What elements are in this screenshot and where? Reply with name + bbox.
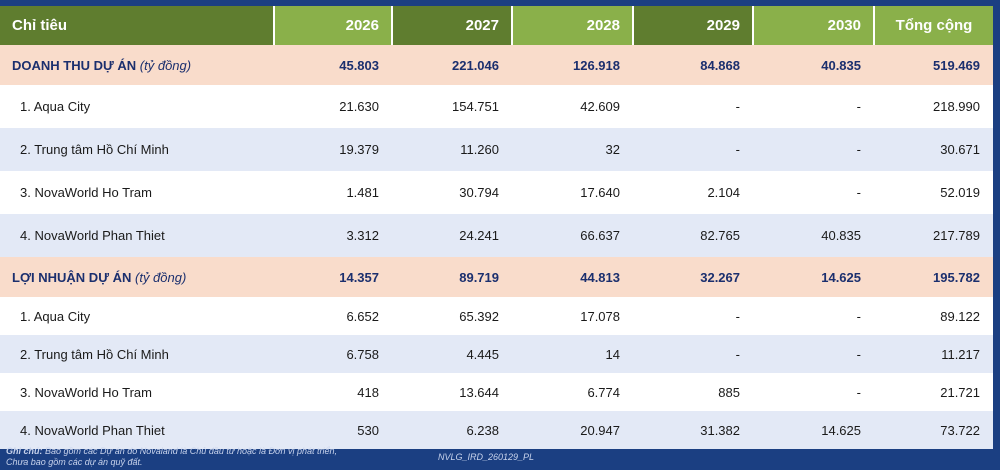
footnote-label: Ghi chú: [6,446,43,456]
header-2030: 2030 [753,6,875,45]
footnote: Ghi chú: Bao gồm các Dự án do Novaland l… [6,446,337,468]
cell: 6.652 [274,297,392,335]
table-row: 1. Aqua City 21.630 154.751 42.609 - - 2… [0,85,993,128]
cell: 65.392 [392,297,512,335]
cell-total: 73.722 [874,411,993,449]
cell: - [753,85,874,128]
cell: - [753,335,874,373]
cell: 82.765 [633,214,753,257]
cell: 530 [274,411,392,449]
cell: - [753,373,874,411]
row-label: 3. NovaWorld Ho Tram [0,373,274,411]
section-unit: (tỷ đồng) [139,57,192,73]
cell-total: 217.789 [874,214,993,257]
table-row: 4. NovaWorld Phan Thiet 530 6.238 20.947… [0,411,993,449]
cell: 40.835 [753,214,874,257]
cell: 17.078 [512,297,633,335]
cell: 14.625 [753,257,874,297]
cell: 14 [512,335,633,373]
cell-total: 30.671 [874,128,993,171]
section-row-profit: LỢI NHUẬN DỰ ÁN (tỷ đồng) 14.357 89.719 … [0,257,993,297]
footnote-line-2: Chưa bao gồm các dự án quỹ đất. [6,457,143,467]
section-title: DOANH THU DỰ ÁN [12,57,137,73]
section-label: DOANH THU DỰ ÁN (tỷ đồng) [0,45,274,85]
cell: - [753,297,874,335]
cell: 126.918 [512,45,633,85]
cell: 1.481 [274,171,392,214]
cell: 19.379 [274,128,392,171]
row-label: 4. NovaWorld Phan Thiet [0,214,274,257]
cell-total: 195.782 [874,257,993,297]
cell: 11.260 [392,128,512,171]
cell: 885 [633,373,753,411]
cell: 30.794 [392,171,512,214]
section-unit: (tỷ đồng) [135,269,187,285]
cell: 17.640 [512,171,633,214]
table-row: 1. Aqua City 6.652 65.392 17.078 - - 89.… [0,297,993,335]
table-header-row: Chỉ tiêu 2026 2027 2028 2029 2030 Tổng c… [0,6,993,45]
cell-total: 21.721 [874,373,993,411]
financial-table-container: Chỉ tiêu 2026 2027 2028 2029 2030 Tổng c… [0,6,993,449]
cell: - [633,297,753,335]
cell: 32.267 [633,257,753,297]
cell: 40.835 [753,45,874,85]
table-row: 3. NovaWorld Ho Tram 1.481 30.794 17.640… [0,171,993,214]
section-row-revenue: DOANH THU DỰ ÁN (tỷ đồng) 45.803 221.046… [0,45,993,85]
cell: 45.803 [274,45,392,85]
table-row: 3. NovaWorld Ho Tram 418 13.644 6.774 88… [0,373,993,411]
cell: 84.868 [633,45,753,85]
cell-total: 11.217 [874,335,993,373]
cell: 32 [512,128,633,171]
cell: - [633,128,753,171]
footnote-line-1: Bao gồm các Dự án do Novaland là Chủ đầu… [45,446,338,456]
cell: 42.609 [512,85,633,128]
cell: 89.719 [392,257,512,297]
cell: 44.813 [512,257,633,297]
cell: - [633,335,753,373]
cell: 6.774 [512,373,633,411]
cell: - [753,171,874,214]
cell: 3.312 [274,214,392,257]
cell: - [633,85,753,128]
table-row: 2. Trung tâm Hồ Chí Minh 19.379 11.260 3… [0,128,993,171]
row-label: 1. Aqua City [0,297,274,335]
cell: 6.758 [274,335,392,373]
cell: - [753,128,874,171]
cell: 20.947 [512,411,633,449]
project-financials-table: Chỉ tiêu 2026 2027 2028 2029 2030 Tổng c… [0,6,993,449]
section-label: LỢI NHUẬN DỰ ÁN (tỷ đồng) [0,257,274,297]
cell: 14.625 [753,411,874,449]
header-2026: 2026 [274,6,393,45]
cell-total: 519.469 [874,45,993,85]
cell: 418 [274,373,392,411]
cell: 221.046 [392,45,512,85]
table-row: 4. NovaWorld Phan Thiet 3.312 24.241 66.… [0,214,993,257]
row-label: 4. NovaWorld Phan Thiet [0,411,274,449]
cell: 66.637 [512,214,633,257]
cell: 2.104 [633,171,753,214]
cell-total: 218.990 [874,85,993,128]
cell: 13.644 [392,373,512,411]
cell: 154.751 [392,85,512,128]
cell-total: 52.019 [874,171,993,214]
row-label: 1. Aqua City [0,85,274,128]
cell: 24.241 [392,214,512,257]
section-title: LỢI NHUẬN DỰ ÁN [12,269,132,285]
header-2028: 2028 [512,6,634,45]
row-label: 2. Trung tâm Hồ Chí Minh [0,128,274,171]
row-label: 3. NovaWorld Ho Tram [0,171,274,214]
cell: 14.357 [274,257,392,297]
header-2027: 2027 [392,6,513,45]
header-2029: 2029 [633,6,754,45]
document-code: NVLG_IRD_260129_PL [438,452,535,462]
cell-total: 89.122 [874,297,993,335]
cell: 21.630 [274,85,392,128]
table-row: 2. Trung tâm Hồ Chí Minh 6.758 4.445 14 … [0,335,993,373]
header-indicator: Chỉ tiêu [0,6,275,45]
cell: 6.238 [392,411,512,449]
cell: 4.445 [392,335,512,373]
row-label: 2. Trung tâm Hồ Chí Minh [0,335,274,373]
header-total: Tổng cộng [874,6,993,45]
cell: 31.382 [633,411,753,449]
